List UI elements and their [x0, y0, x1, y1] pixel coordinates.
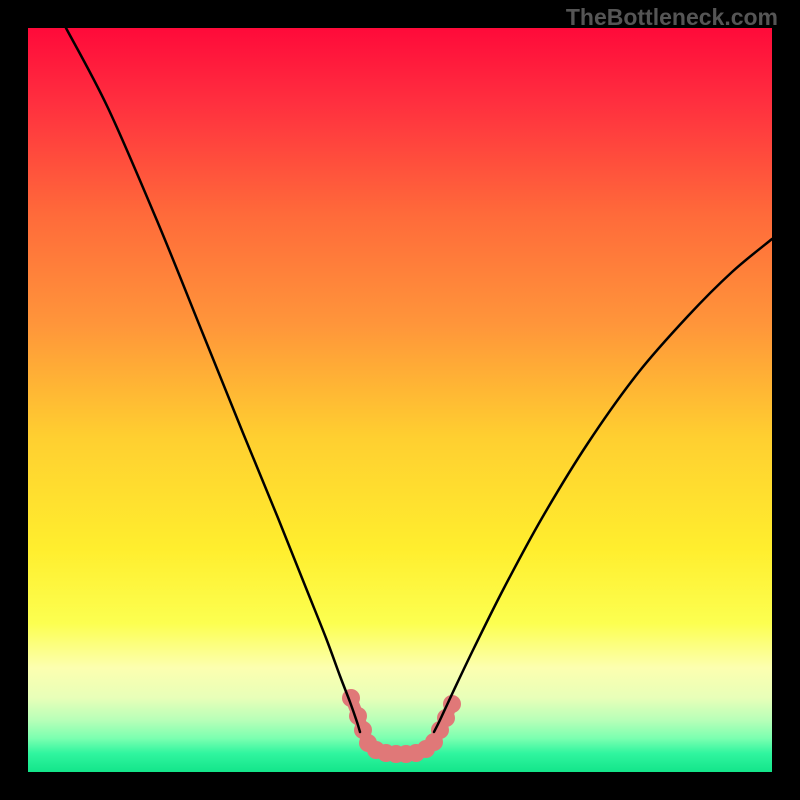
chart-frame: TheBottleneck.com	[0, 0, 800, 800]
chart-background-gradient	[28, 28, 772, 772]
watermark-text: TheBottleneck.com	[566, 4, 778, 31]
